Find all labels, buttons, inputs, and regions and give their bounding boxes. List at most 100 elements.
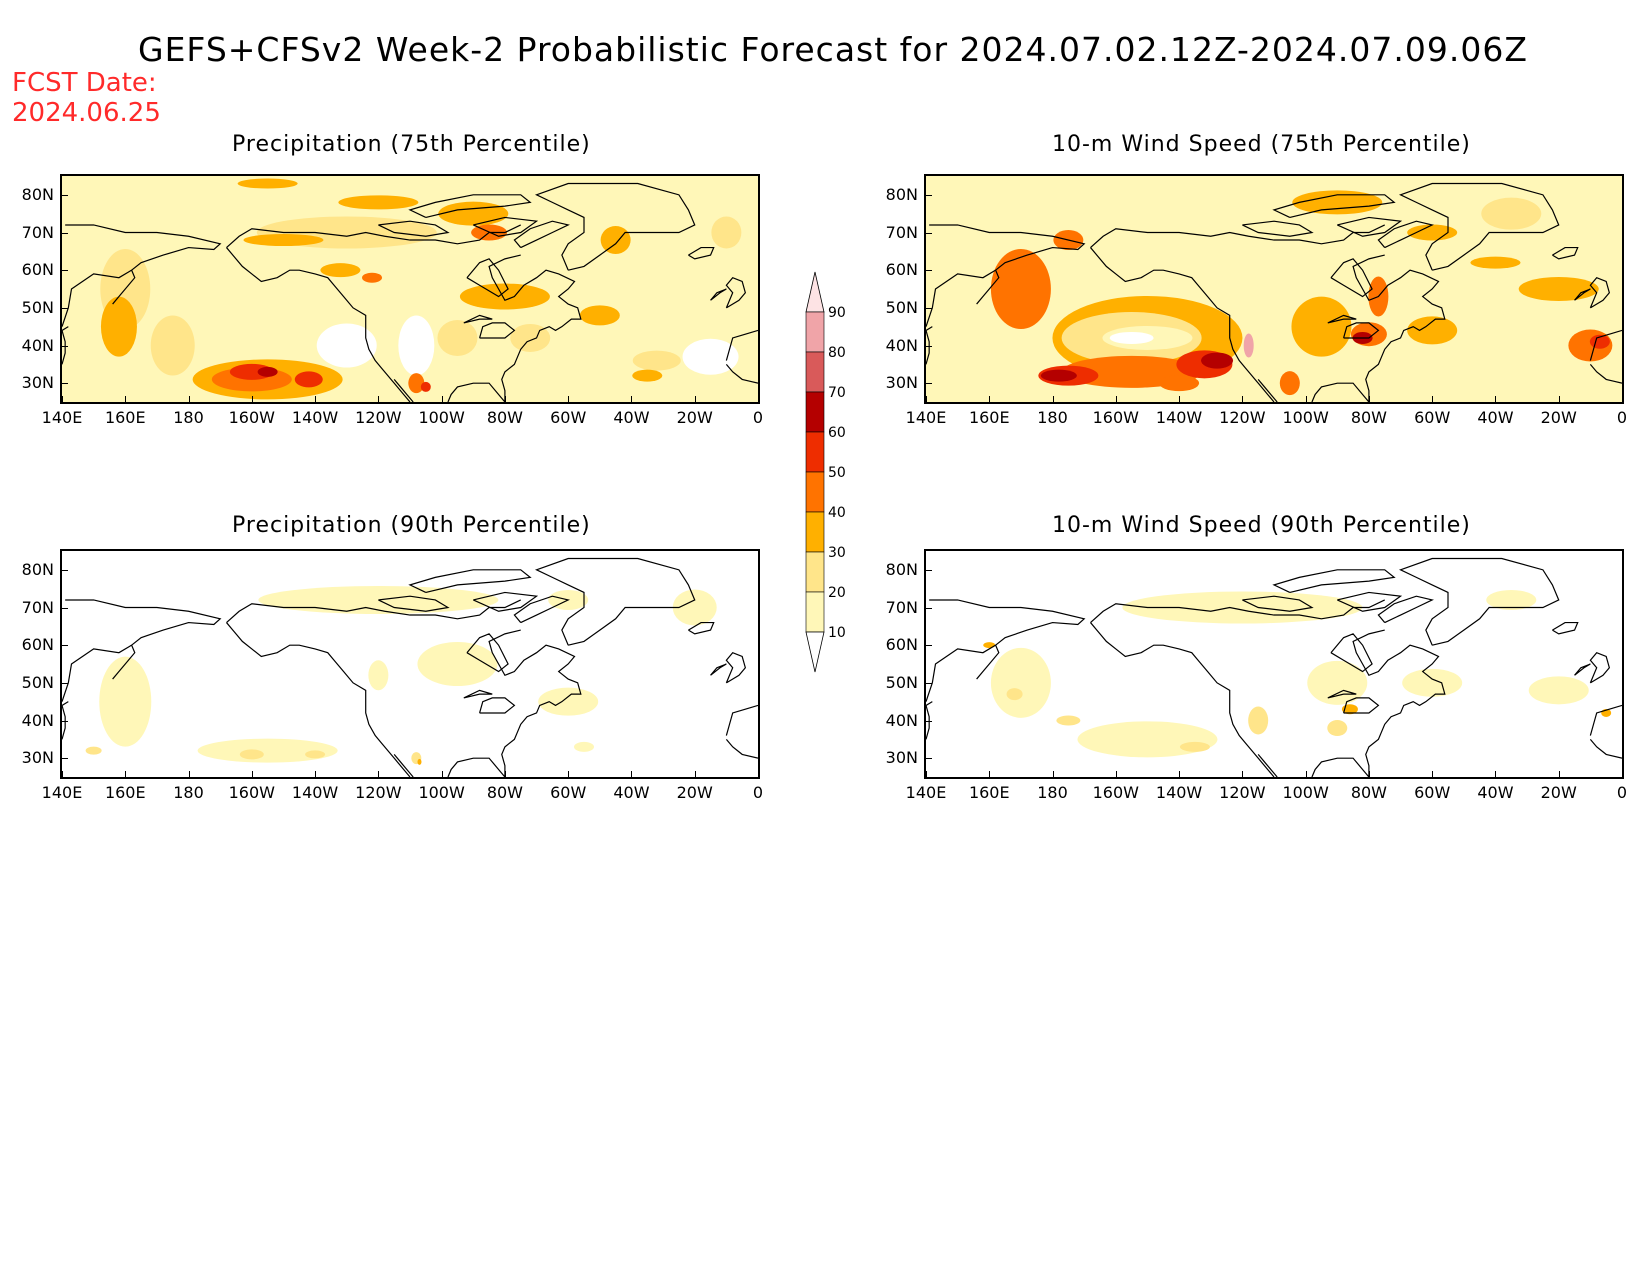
lat-tick (926, 345, 932, 347)
coastline (408, 194, 532, 219)
lon-tick-label: 100W (418, 408, 465, 427)
shading-area (294, 371, 323, 388)
shading-area (1407, 316, 1458, 345)
shading-area (1470, 256, 1521, 269)
lon-tick-label: 160E (104, 783, 146, 802)
lat-tick (926, 645, 932, 647)
shading-area (197, 738, 338, 763)
shading-area (99, 656, 152, 747)
shading-area (316, 323, 377, 368)
colorbar-label: 70 (828, 385, 846, 401)
lon-tick (188, 396, 190, 402)
coastline (226, 599, 521, 624)
lon-tick-label: 140W (1155, 408, 1203, 427)
shading-area (85, 746, 102, 755)
coastline (62, 326, 69, 365)
lon-tick-label: 160W (1092, 408, 1139, 427)
shading-area (1291, 296, 1352, 357)
lon-tick (1115, 396, 1117, 402)
shading-area (368, 660, 389, 691)
coastline (408, 569, 532, 594)
coastline (1090, 247, 1275, 402)
colorbar-segment (805, 551, 825, 593)
lon-tick (125, 771, 127, 777)
coastline (62, 224, 222, 327)
shading-area (305, 750, 326, 759)
shading-area (243, 234, 324, 247)
lat-tick-label: 70N (885, 597, 918, 617)
shading-area (1006, 688, 1023, 701)
coastline (688, 621, 715, 635)
lat-tick (926, 270, 932, 272)
map-precip-90 (60, 549, 760, 779)
colorbar-label: 10 (828, 625, 846, 641)
coastline (473, 216, 539, 237)
lon-tick (188, 771, 190, 777)
lat-tick-label: 70N (885, 222, 918, 242)
lat-tick-label: 30N (21, 748, 54, 768)
lon-tick (1179, 396, 1181, 402)
lon-tick (1432, 771, 1434, 777)
coastline (1311, 629, 1446, 777)
map-wind-75 (924, 174, 1624, 404)
shading-area (437, 319, 478, 356)
lon-tick (631, 771, 633, 777)
shading-area (398, 315, 435, 376)
lat-tick-label: 80N (885, 184, 918, 204)
lon-tick-label: 160E (104, 408, 146, 427)
lon-tick-label: 180 (1037, 783, 1068, 802)
coastline (1327, 314, 1357, 324)
colorbar-label: 90 (828, 305, 846, 321)
shading-area (1402, 668, 1463, 697)
coastline (725, 651, 747, 684)
lat-tick-label: 70N (21, 222, 54, 242)
lon-tick (694, 396, 696, 402)
lat-tick-label: 50N (885, 297, 918, 317)
map-shading (926, 176, 1622, 402)
coastline (1398, 182, 1560, 271)
colorbar-segment (805, 591, 825, 633)
coastline (1327, 689, 1357, 699)
colorbar-label: 40 (828, 505, 846, 521)
coastline (1589, 651, 1611, 684)
coastline (62, 701, 69, 740)
coastline (1589, 704, 1622, 736)
lat-tick (62, 194, 68, 196)
coastline (1377, 220, 1434, 249)
coastline (473, 591, 539, 612)
coastline (1377, 595, 1434, 624)
lon-tick (378, 771, 380, 777)
coastline (1552, 246, 1579, 260)
lon-tick-label: 40W (1477, 408, 1514, 427)
shading-area (257, 366, 278, 377)
shading-area (1528, 676, 1589, 705)
lat-tick-label: 40N (21, 710, 54, 730)
coastline (393, 379, 414, 402)
shading-area (600, 226, 631, 255)
lat-tick (62, 345, 68, 347)
lat-tick (926, 720, 932, 722)
coastline (1343, 697, 1380, 714)
coastline (112, 644, 136, 680)
lon-tick (441, 771, 443, 777)
shading-area (1056, 715, 1081, 726)
lat-tick (62, 645, 68, 647)
lon-tick-label: 0 (752, 408, 764, 427)
lon-tick-label: 140W (1155, 783, 1203, 802)
coastline (976, 269, 1000, 305)
shading-area (682, 338, 739, 375)
shading-area (1518, 277, 1599, 301)
lon-tick (1242, 396, 1244, 402)
lon-tick-label: 60W (550, 783, 587, 802)
lon-tick-label: 60W (1414, 783, 1451, 802)
coastline (688, 246, 715, 260)
lon-tick (694, 771, 696, 777)
colorbar-segment (805, 351, 825, 393)
forecast-date-label: FCST Date: (12, 68, 157, 98)
lon-tick (315, 396, 317, 402)
lon-tick-label: 80W (1350, 408, 1387, 427)
panel-title-precip-90: Precipitation (90th Percentile) (232, 513, 591, 538)
lon-tick-label: 60W (550, 408, 587, 427)
coastline (1090, 599, 1385, 624)
coastline (393, 754, 414, 777)
